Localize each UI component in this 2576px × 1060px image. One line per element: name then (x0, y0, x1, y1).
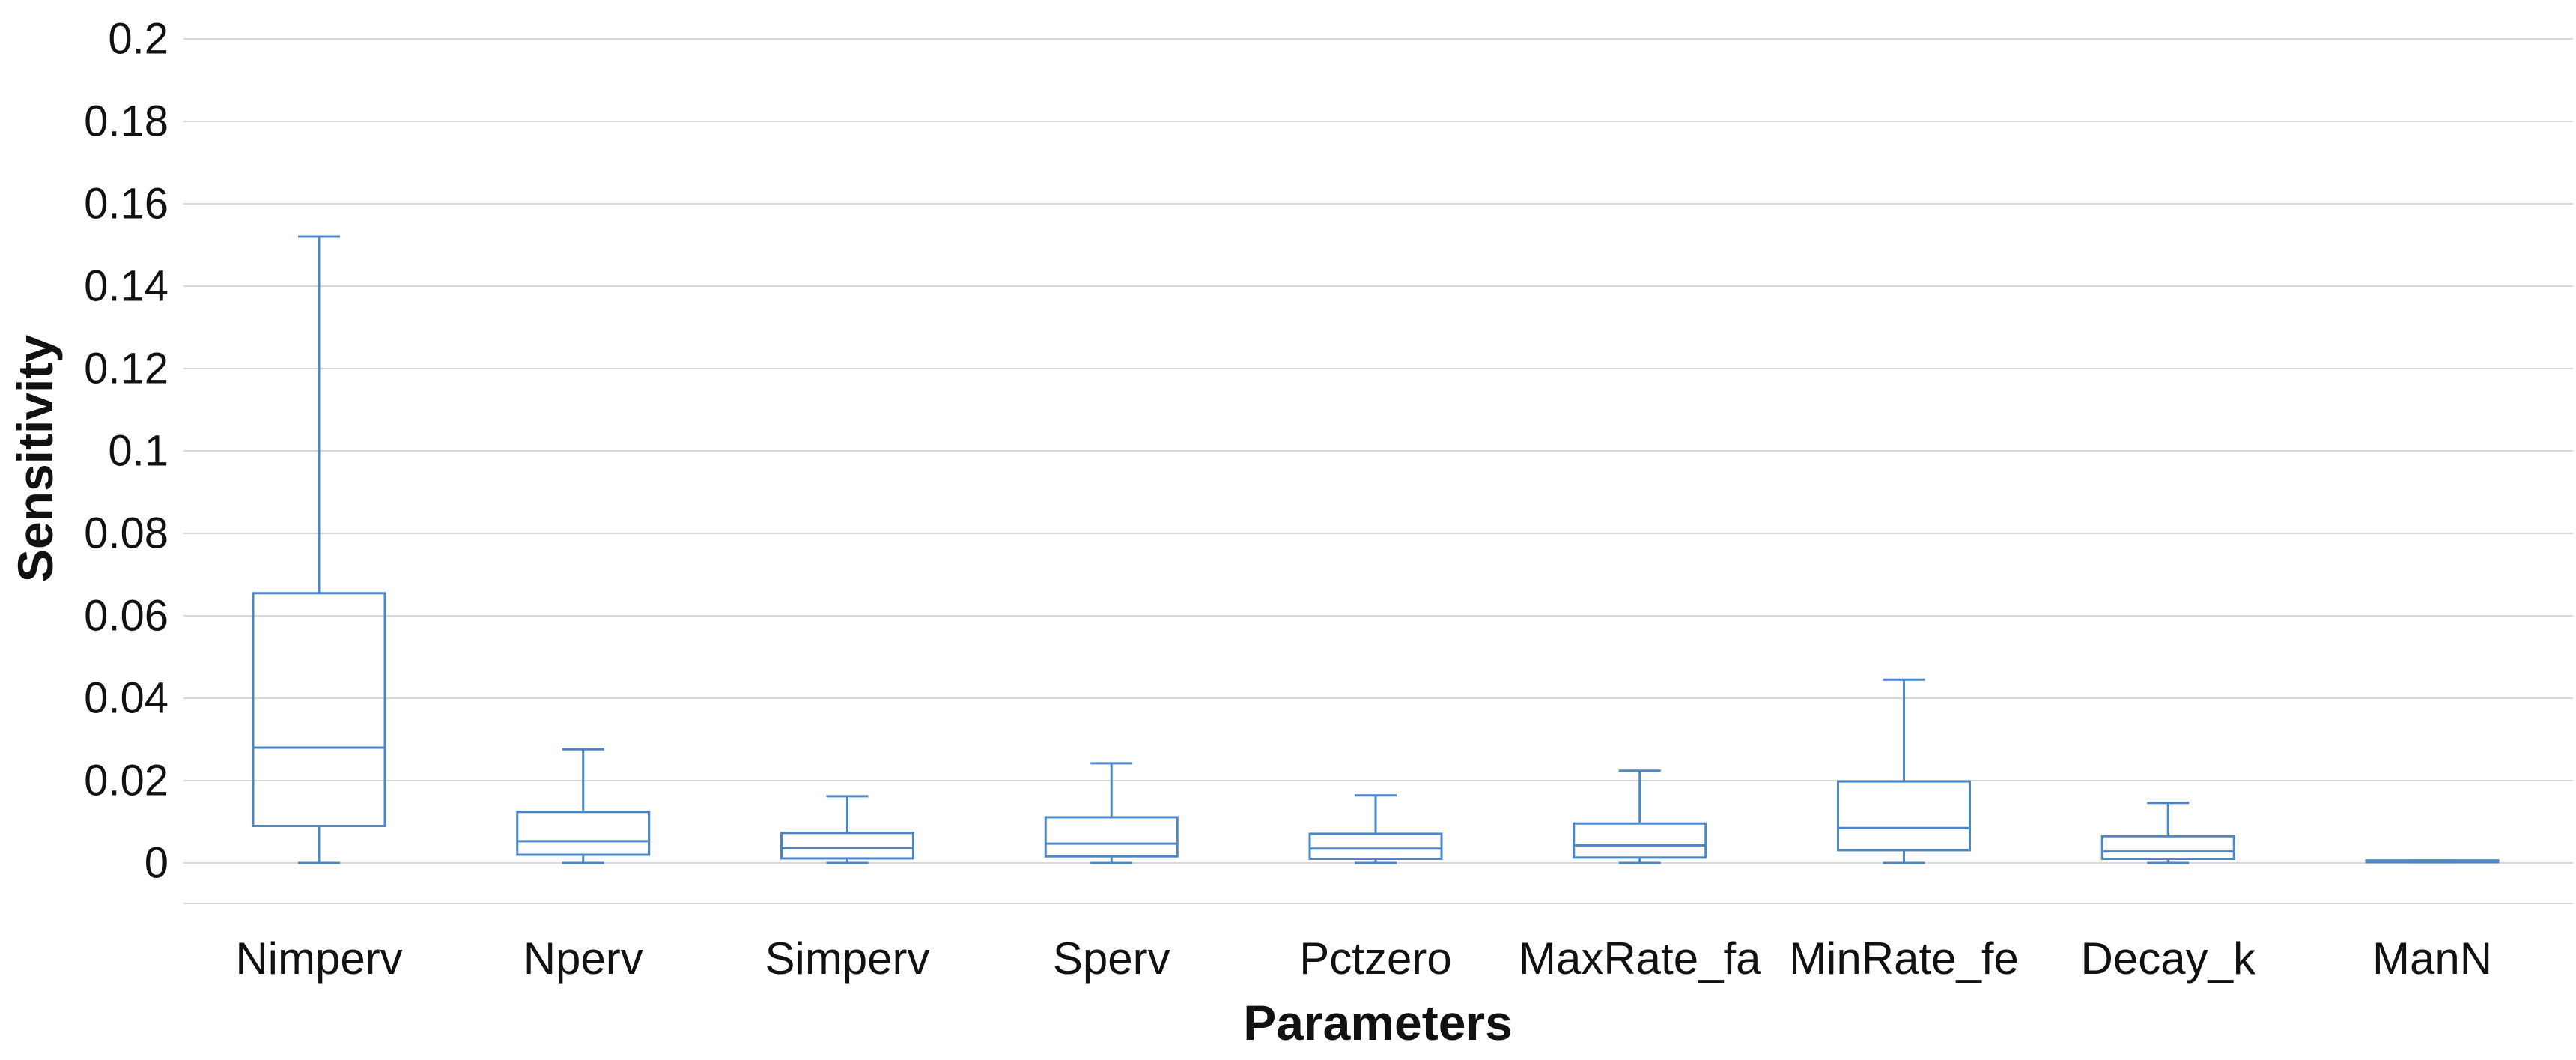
box-minrate_fe (1837, 678, 1971, 864)
y-axis-title: Sensitivity (7, 335, 63, 582)
iqr-box (516, 811, 651, 856)
y-tick-label: 0.14 (84, 262, 168, 311)
x-tick-label: Sperv (1053, 933, 1170, 984)
y-tick-label: 0.08 (84, 509, 168, 558)
x-tick-label: Decay_k (2081, 933, 2256, 984)
box-whisker-series (252, 235, 2500, 864)
y-tick-label: 0.04 (84, 674, 168, 723)
y-tick-label: 0.18 (84, 97, 168, 146)
iqr-box (1573, 822, 1707, 859)
box-maxrate_fa (1573, 769, 1707, 864)
box-nperv (516, 748, 651, 864)
x-axis-tick-labels: Nimperv Nperv Simperv Sperv Pctzero MaxRate_f… (235, 933, 2492, 984)
box-mann (2365, 859, 2500, 864)
y-tick-label: 0 (145, 839, 168, 888)
box-pctzero (1308, 794, 1443, 864)
x-tick-label: Nimperv (235, 933, 402, 984)
box-nimperv (252, 235, 386, 864)
x-axis-title: Parameters (1243, 995, 1513, 1050)
y-tick-label: 0.1 (108, 427, 168, 476)
iqr-box (1837, 780, 1971, 852)
iqr-box (1044, 816, 1179, 858)
box-decay_k (2100, 802, 2235, 864)
y-tick-label: 0.06 (84, 592, 168, 640)
y-tick-label: 0.16 (84, 180, 168, 228)
x-tick-label: Pctzero (1299, 933, 1451, 984)
y-tick-label: 0.12 (84, 345, 168, 393)
x-tick-label: Nperv (523, 933, 643, 984)
iqr-box (252, 592, 386, 827)
iqr-box (780, 832, 914, 860)
gridlines (183, 38, 2573, 904)
y-axis-tick-labels: 0.2 0.18 0.16 0.14 0.12 0.1 0.08 0.06 0.04 0.02 0 (84, 15, 168, 888)
y-tick-label: 0.2 (108, 15, 168, 64)
iqr-box (2100, 835, 2235, 860)
x-tick-label: MaxRate_fa (1519, 933, 1761, 984)
x-tick-label: Simperv (765, 933, 929, 984)
box-simperv (780, 795, 914, 864)
box-sperv (1044, 762, 1179, 864)
x-tick-label: ManN (2372, 933, 2492, 984)
x-tick-label: MinRate_fe (1789, 933, 2019, 984)
iqr-box (1308, 832, 1443, 860)
y-tick-label: 0.02 (84, 757, 168, 805)
